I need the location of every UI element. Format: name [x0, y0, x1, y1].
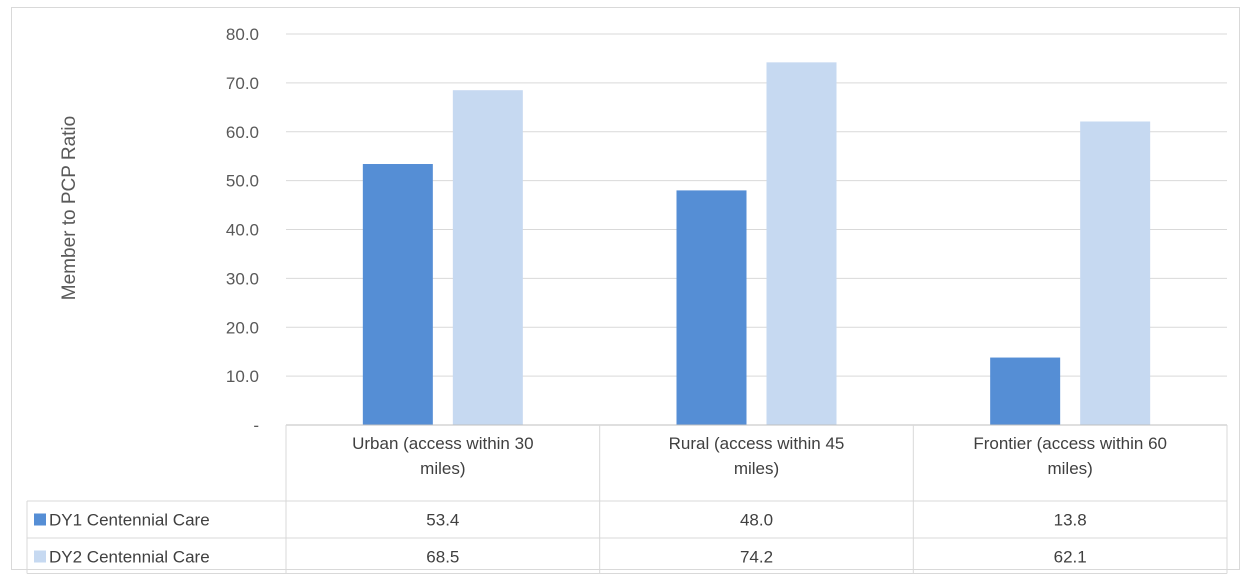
- y-tick-label: 20.0: [226, 318, 259, 337]
- data-label: 48.0: [740, 511, 773, 530]
- bar: [452, 90, 523, 426]
- bar: [990, 357, 1061, 425]
- data-label: 68.5: [426, 548, 459, 567]
- legend-key: [34, 550, 46, 563]
- data-table: Urban (access within 30 miles) Rural (acce…: [26, 424, 1228, 574]
- bar: [362, 164, 433, 425]
- bar: [676, 190, 747, 425]
- category-label: miles): [420, 459, 465, 478]
- series-name: DY1 Centennial Care: [49, 511, 210, 530]
- bar: [1080, 121, 1151, 425]
- y-tick-label: 10.0: [226, 367, 259, 386]
- y-tick-label: 50.0: [226, 172, 259, 191]
- y-tick-label: 80.0: [226, 25, 259, 44]
- y-tick-label: 40.0: [226, 221, 259, 240]
- y-tick-label: 60.0: [226, 123, 259, 142]
- data-label: 62.1: [1054, 548, 1087, 567]
- chart-frame: [11, 7, 1240, 570]
- data-label: 74.2: [740, 548, 773, 567]
- data-label: 53.4: [426, 511, 459, 530]
- y-axis-ticks: - 10.0 20.0 30.0 40.0 50.0 60.0 70.0 80.0: [226, 25, 259, 435]
- data-label: 13.8: [1054, 511, 1087, 530]
- y-tick-label: -: [253, 416, 259, 435]
- category-label: Frontier (access within 60: [973, 434, 1167, 453]
- y-tick-label: 30.0: [226, 269, 259, 288]
- gridlines: [286, 33, 1227, 377]
- category-label: miles): [1047, 459, 1092, 478]
- bar: [766, 62, 837, 425]
- series-name: DY2 Centennial Care: [49, 548, 210, 567]
- category-label: Rural (access within 45: [669, 434, 845, 453]
- category-label: miles): [734, 459, 779, 478]
- legend-key: [34, 513, 46, 526]
- category-label: Urban (access within 30: [352, 434, 533, 453]
- y-axis-label: Member to PCP Ratio: [59, 116, 80, 300]
- y-tick-label: 70.0: [226, 74, 259, 93]
- bars: [362, 62, 1151, 426]
